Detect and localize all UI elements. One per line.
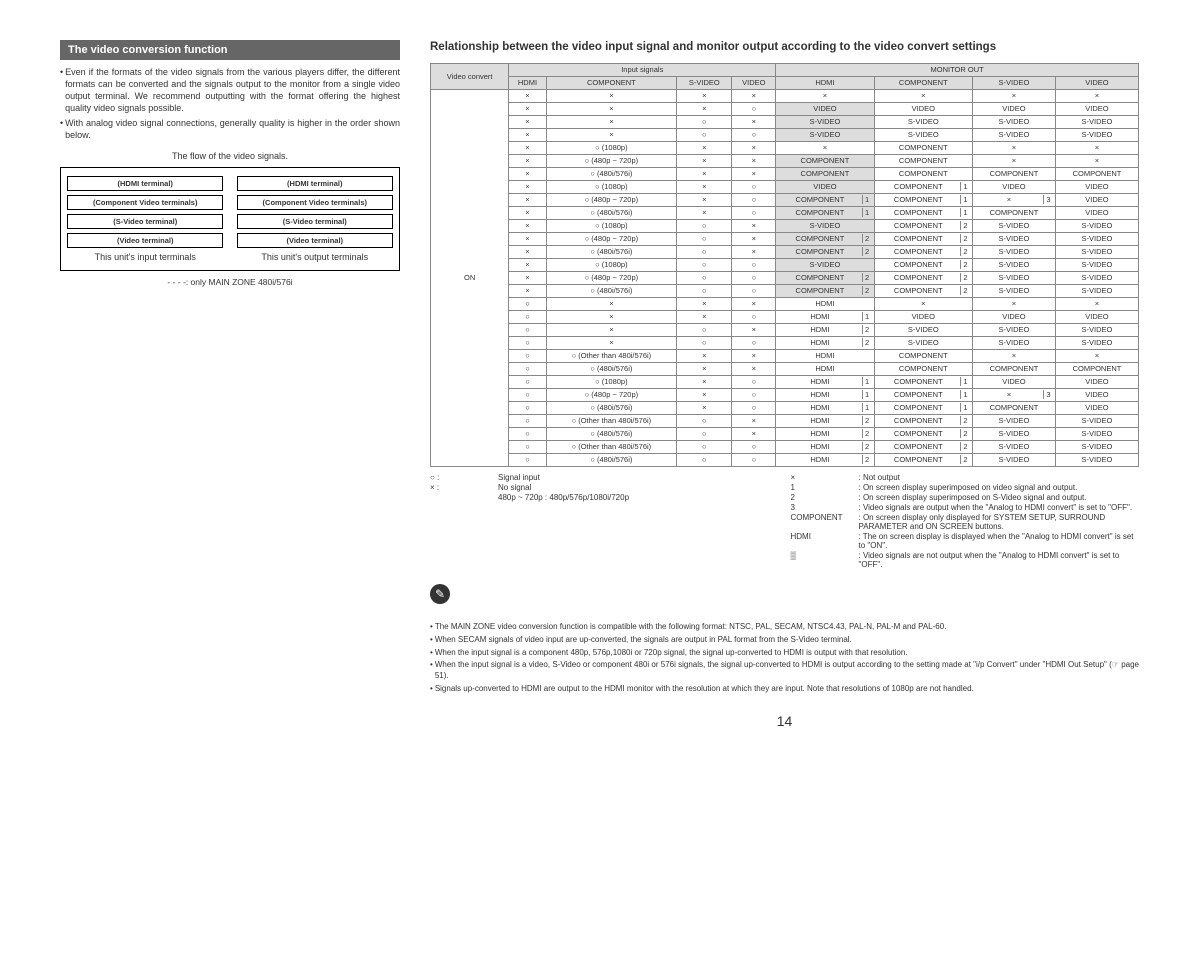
page-number: 14 [430,713,1139,729]
bullet: Even if the formats of the video signals… [60,66,400,115]
left-bullets: Even if the formats of the video signals… [60,66,400,141]
right-title: Relationship between the video input sig… [430,40,1139,55]
bullet: With analog video signal connections, ge… [60,117,400,141]
flow-caption: The flow of the video signals. [60,151,400,161]
notes: The MAIN ZONE video conversion function … [430,622,1139,695]
legend: ○ :Signal input× :No signal480p ~ 720p :… [430,473,1139,570]
conversion-table: Video convert Input signals MONITOR OUT … [430,63,1139,467]
group-header: Input signals [509,63,776,76]
dash-note: - - - -: only MAIN ZONE 480i/576i [60,277,400,287]
right-column: Relationship between the video input sig… [430,40,1139,729]
flow-diagram: (HDMI terminal) (HDMI terminal) (Compone… [60,167,400,271]
left-header: The video conversion function [60,40,400,60]
corner-cell: Video convert [431,63,509,89]
group-header: MONITOR OUT [776,63,1139,76]
note-icon: ✎ [430,584,450,604]
left-column: The video conversion function Even if th… [60,40,400,729]
